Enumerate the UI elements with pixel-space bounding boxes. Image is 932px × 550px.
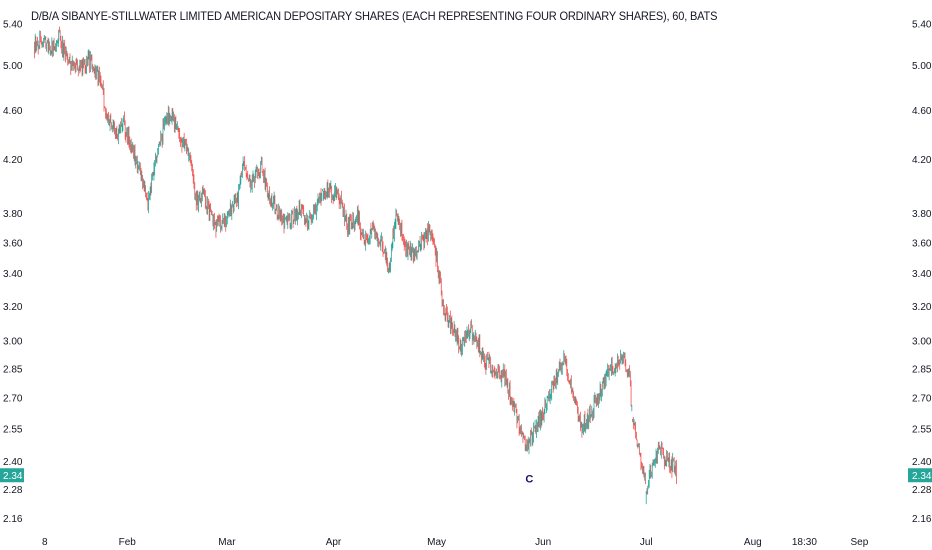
y-tick-label-right: 2.28 <box>912 485 932 496</box>
x-tick-label: 8 <box>42 537 48 548</box>
x-tick-label: Mar <box>218 537 236 548</box>
y-tick-label-left: 3.80 <box>3 209 23 220</box>
y-tick-label-left: 2.40 <box>3 457 23 468</box>
y-tick-label-left: 3.00 <box>3 337 23 348</box>
chart-title: D/B/A SIBANYE-STILLWATER LIMITED AMERICA… <box>31 9 718 23</box>
y-tick-label-right: 4.20 <box>912 155 932 166</box>
y-tick-label-right: 2.16 <box>912 514 932 525</box>
x-tick-label: May <box>427 537 446 548</box>
y-tick-label-right: 3.80 <box>912 209 932 220</box>
chart-marker-c: C <box>525 473 533 485</box>
y-tick-label-right: 2.85 <box>912 364 932 375</box>
y-tick-label-right: 2.40 <box>912 457 932 468</box>
y-tick-label-right: 3.20 <box>912 302 932 313</box>
y-tick-label-left: 3.40 <box>3 269 23 280</box>
y-tick-label-right: 5.40 <box>912 19 932 30</box>
y-tick-label-right: 3.40 <box>912 269 932 280</box>
last-price-label-left: 2.34 <box>3 471 23 482</box>
y-tick-label-left: 4.20 <box>3 155 23 166</box>
y-tick-label-left: 2.85 <box>3 364 23 375</box>
x-tick-label: Sep <box>850 537 868 548</box>
x-tick-label: Jul <box>640 537 653 548</box>
left-price-axis: 5.40 5.00 4.60 4.20 3.80 3.60 3.40 3.20 3.00 2.85… <box>3 19 23 525</box>
x-tick-label: 18:30 <box>792 537 817 548</box>
time-axis: 8 Feb Mar Apr May Jun Jul Aug 18:30 Sep <box>42 537 869 548</box>
x-tick-label: Feb <box>119 537 137 548</box>
y-tick-label-left: 2.16 <box>3 514 23 525</box>
y-tick-label-right: 4.60 <box>912 106 932 117</box>
x-tick-label: Aug <box>744 537 762 548</box>
y-tick-label-left: 2.28 <box>3 485 23 496</box>
y-tick-label-left: 3.60 <box>3 238 23 249</box>
y-tick-label-left: 5.00 <box>3 61 23 72</box>
last-price-tag-right <box>908 468 932 483</box>
y-tick-label-right: 2.70 <box>912 394 932 405</box>
y-tick-label-right: 5.00 <box>912 61 932 72</box>
y-tick-label-right: 2.55 <box>912 424 932 435</box>
x-tick-label: Jun <box>535 537 551 548</box>
y-tick-label-left: 2.70 <box>3 394 23 405</box>
y-tick-label-left: 5.40 <box>3 19 23 30</box>
last-price-tag-left <box>0 468 24 483</box>
y-tick-label-left: 2.55 <box>3 424 23 435</box>
right-price-axis: 5.40 5.00 4.60 4.20 3.80 3.60 3.40 3.20 3.00 2.85… <box>912 19 932 525</box>
y-tick-label-right: 3.60 <box>912 238 932 249</box>
y-tick-label-left: 4.60 <box>3 106 23 117</box>
candles-layer <box>34 26 677 505</box>
y-tick-label-right: 3.00 <box>912 337 932 348</box>
x-tick-label: Apr <box>326 537 342 548</box>
last-price-label-right: 2.34 <box>912 471 932 482</box>
overlay-layer: 2.34 2.34 C <box>0 468 932 485</box>
y-tick-label-left: 3.20 <box>3 302 23 313</box>
